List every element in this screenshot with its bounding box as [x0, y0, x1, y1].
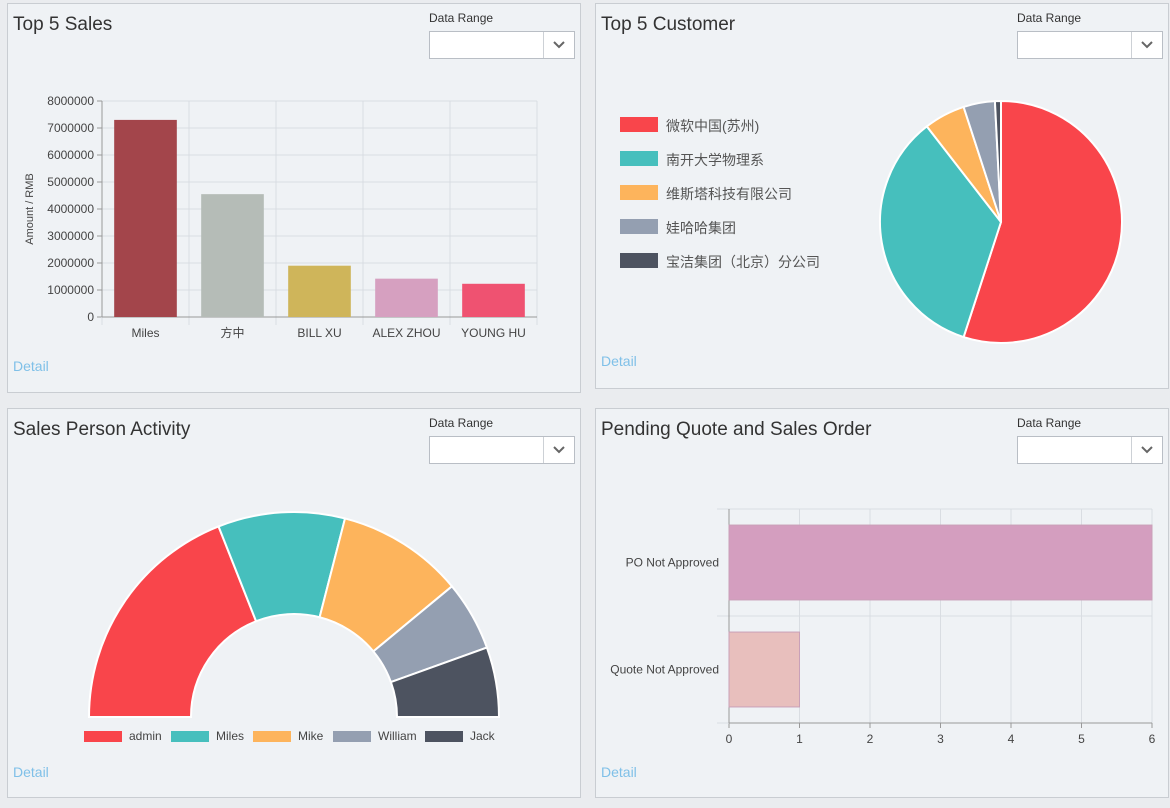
x-tick-label: 5 [1078, 732, 1085, 746]
top-sales-chart: 0 1000000 2000000 3000000 4000000 5000000 6000… [24, 94, 538, 340]
detail-link[interactable]: Detail [601, 353, 637, 369]
legend-label: William [378, 729, 417, 743]
x-tick-label: YOUNG HU [461, 326, 526, 340]
data-range-select[interactable] [1017, 436, 1163, 464]
data-range-select[interactable] [1017, 31, 1163, 59]
legend-item: Jack [425, 729, 496, 743]
top-customer-chart [879, 99, 1123, 344]
x-tick-label: BILL XU [297, 326, 341, 340]
chevron-down-icon [1141, 446, 1153, 454]
pie-slice [993, 99, 1002, 223]
detail-link[interactable]: Detail [13, 764, 49, 780]
legend-swatch [620, 219, 658, 234]
pending-panel: Pending Quote and Sales Order Data Range… [595, 408, 1169, 798]
select-divider [1131, 437, 1132, 463]
customer-legend: 微软中国(苏州) 南开大学物理系维斯塔科技有限公司 娃哈哈集团宝洁集团（北京）分公司 [596, 117, 856, 287]
x-tick-label: ALEX ZHOU [372, 326, 440, 340]
panel-title: Sales Person Activity [13, 419, 191, 440]
panel-title: Pending Quote and Sales Order [601, 419, 872, 440]
bar [201, 194, 264, 317]
select-divider [543, 437, 544, 463]
y-axis-label: Amount / RMB [24, 173, 36, 245]
chevron-down-icon [553, 41, 565, 49]
legend-label: admin [129, 729, 162, 743]
activity-chart: admin Miles Mike William Jack [84, 511, 501, 743]
legend-label: Mike [298, 729, 324, 743]
detail-link[interactable]: Detail [13, 358, 49, 374]
data-range-label: Data Range [1017, 416, 1082, 430]
top-customer-panel: Top 5 Customer Data Range 微软中国(苏州) 南开大学物理… [595, 3, 1169, 389]
pending-chart: 0 1 2 3 4 5 6 PO Not Approved Quote Not Approved [610, 508, 1156, 746]
panel-title: Top 5 Sales [13, 14, 113, 35]
legend-label: 微软中国(苏州) [666, 118, 760, 134]
y-tick-label: 2000000 [47, 256, 94, 270]
legend-swatch [171, 731, 209, 742]
legend-swatch [84, 731, 122, 742]
x-tick-label: 4 [1008, 732, 1015, 746]
y-tick-label: PO Not Approved [626, 556, 719, 570]
detail-link[interactable]: Detail [601, 764, 637, 780]
legend-label: Miles [216, 729, 244, 743]
legend-label: 南开大学物理系 [666, 152, 764, 168]
legend-label: 宝洁集团（北京）分公司 [666, 254, 820, 270]
x-tick-label: 0 [726, 732, 733, 746]
y-tick-label: 0 [87, 310, 94, 324]
x-tick-label: 2 [867, 732, 874, 746]
bar [462, 283, 525, 317]
doughnut-segment [87, 525, 258, 718]
top-sales-panel: Top 5 Sales Data Range 0 1000000 2000000 30… [7, 3, 581, 393]
bar [114, 119, 177, 318]
legend-label: 维斯塔科技有限公司 [666, 186, 792, 202]
bar [288, 265, 351, 317]
bar [728, 631, 800, 708]
y-tick-label: 5000000 [47, 175, 94, 189]
y-tick-label: 7000000 [47, 121, 94, 135]
doughnut-segment [389, 646, 501, 718]
y-tick-label: 4000000 [47, 202, 94, 216]
activity-panel: Sales Person Activity Data Range admin Mi… [7, 408, 581, 798]
chevron-down-icon [1141, 41, 1153, 49]
select-divider [543, 32, 544, 58]
legend-label: 娃哈哈集团 [666, 220, 736, 236]
pie-slice [962, 99, 1123, 344]
legend-item: Mike [253, 729, 324, 743]
y-tick-label: Quote Not Approved [610, 663, 719, 677]
y-tick-label: 3000000 [47, 229, 94, 243]
legend-item: William [333, 729, 417, 743]
data-range-select[interactable] [429, 436, 575, 464]
legend-item: admin [84, 729, 162, 743]
y-tick-label: 6000000 [47, 148, 94, 162]
data-range-label: Data Range [429, 416, 494, 430]
legend-swatch [333, 731, 371, 742]
legend-item: Miles [171, 729, 244, 743]
y-tick-label: 1000000 [47, 283, 94, 297]
data-range-label: Data Range [429, 11, 494, 25]
panel-title: Top 5 Customer [601, 14, 736, 35]
data-range-label: Data Range [1017, 11, 1082, 25]
x-tick-label: 1 [796, 732, 803, 746]
chevron-down-icon [553, 446, 565, 454]
legend-swatch [253, 731, 291, 742]
select-divider [1131, 32, 1132, 58]
legend-swatch [620, 117, 658, 132]
legend-label: Jack [470, 729, 496, 743]
legend-swatch [620, 253, 658, 268]
bar [375, 278, 438, 317]
x-tick-label: Miles [131, 326, 159, 340]
x-tick-label: 方中 [220, 325, 244, 340]
y-tick-label: 8000000 [47, 94, 94, 108]
legend-swatch [620, 151, 658, 166]
data-range-select[interactable] [429, 31, 575, 59]
x-tick-label: 6 [1149, 732, 1156, 746]
legend-swatch [425, 731, 463, 742]
legend-swatch [620, 185, 658, 200]
bar [728, 524, 1153, 601]
x-tick-label: 3 [937, 732, 944, 746]
pie-slice [879, 124, 1003, 339]
